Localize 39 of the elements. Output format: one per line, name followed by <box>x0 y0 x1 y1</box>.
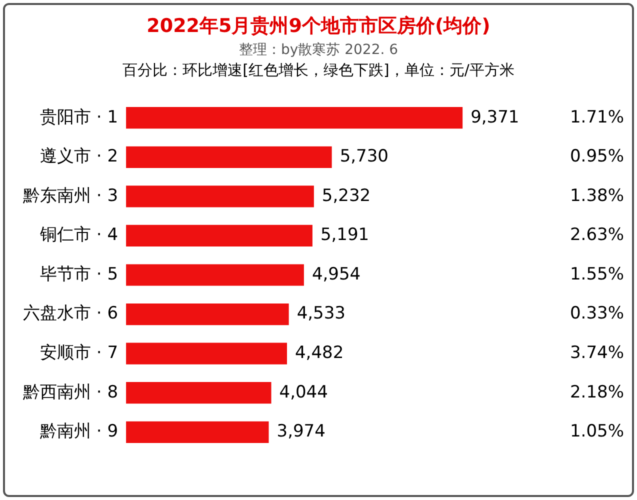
text: 1.05% <box>570 422 624 442</box>
text: 0.95% <box>570 146 624 167</box>
data-label: 9,371 <box>470 107 520 128</box>
bar <box>126 303 289 326</box>
bar <box>126 224 312 247</box>
y-tick-label: 遵义市 · 2 <box>40 146 118 167</box>
data-label: 3,974 <box>276 422 326 442</box>
y-tick-label: 黔西南州 · 8 <box>22 382 118 402</box>
data-label: 5,730 <box>340 146 388 167</box>
y-tick-label: 安顺市 · 7 <box>40 343 118 363</box>
bar <box>126 264 304 286</box>
data-label: 4,533 <box>296 304 346 324</box>
y-tick-label: 黔东南州 · 3 <box>22 186 118 206</box>
data-label: 4,044 <box>279 382 328 402</box>
bar <box>126 342 287 364</box>
data-label: 4,954 <box>312 264 361 284</box>
chart-subtitle: 整理：by散寒苏 2022. 6 <box>238 41 400 59</box>
data-label: 5,232 <box>322 186 371 206</box>
bar <box>126 186 314 208</box>
text: 百分比：环比增速[红色增长，绿色下跌]，单位：元/平方米 <box>122 61 516 80</box>
text: 1.38% <box>570 186 624 206</box>
bar <box>126 421 269 443</box>
y-tick-label: 六盘水市 · 6 <box>22 304 118 324</box>
bar <box>126 146 332 168</box>
text: 1.71% <box>570 107 624 128</box>
text: 0.33% <box>570 304 624 324</box>
bar <box>126 107 463 129</box>
y-tick-label: 毕节市 · 5 <box>40 264 118 284</box>
text: 3.74% <box>570 343 624 363</box>
y-tick-label: 黔南州 · 9 <box>38 422 118 442</box>
y-tick-label: 贵阳市 · 1 <box>40 107 118 128</box>
bar <box>126 382 272 404</box>
y-tick-label: 铜仁市 · 4 <box>38 225 118 246</box>
text: 2.63% <box>570 225 624 246</box>
data-label: 4,482 <box>294 343 344 363</box>
chart-title: 2022年5月贵州9个地市市区房价(均价) <box>146 14 492 39</box>
text: 2.18% <box>570 382 624 402</box>
data-label: 5,191 <box>320 225 370 246</box>
text: 1.55% <box>570 264 624 284</box>
